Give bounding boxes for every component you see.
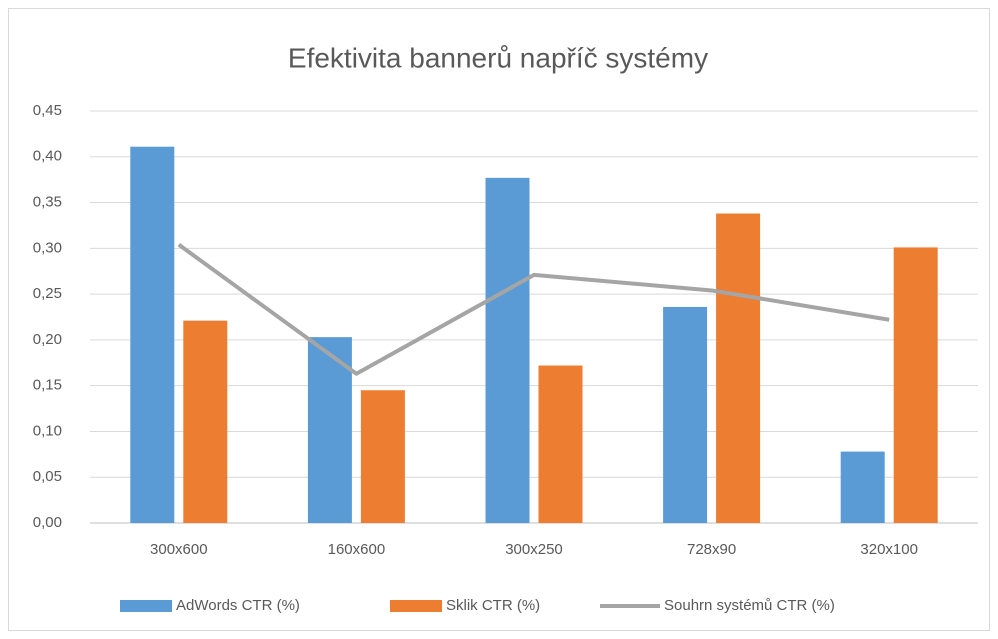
bar — [485, 177, 530, 523]
bar — [663, 306, 708, 523]
y-tick-label: 0,45 — [33, 102, 62, 119]
y-tick-label: 0,20 — [33, 331, 62, 348]
legend-swatch — [120, 600, 172, 612]
y-tick-label: 0,30 — [33, 239, 62, 256]
y-tick-label: 0,10 — [33, 422, 62, 439]
y-tick-label: 0,05 — [33, 468, 62, 485]
bar — [130, 146, 175, 523]
x-tick-label: 320x100 — [860, 541, 918, 558]
y-tick-label: 0,40 — [33, 148, 62, 165]
bar — [840, 451, 885, 523]
bar — [183, 320, 228, 523]
chart-title: Efektivita bannerů napříč systémy — [288, 42, 708, 73]
x-tick-label: 300x600 — [150, 541, 208, 558]
bar — [307, 337, 352, 523]
x-tick-label: 160x600 — [328, 541, 386, 558]
line — [177, 243, 890, 376]
y-tick-label: 0,25 — [33, 285, 62, 302]
y-tick-label: 0,00 — [33, 514, 62, 531]
y-tick-label: 0,15 — [33, 377, 62, 394]
x-tick-label: 728x90 — [687, 541, 736, 558]
bar — [360, 390, 405, 523]
bar — [716, 213, 761, 523]
y-tick-label: 0,35 — [33, 194, 62, 211]
legend-label: Souhrn systémů CTR (%) — [664, 597, 835, 614]
bar — [893, 247, 938, 523]
legend-label: Sklik CTR (%) — [446, 597, 540, 614]
bar — [538, 365, 583, 523]
legend-label: AdWords CTR (%) — [176, 597, 300, 614]
x-tick-label: 300x250 — [505, 541, 563, 558]
legend-swatch — [390, 600, 442, 612]
